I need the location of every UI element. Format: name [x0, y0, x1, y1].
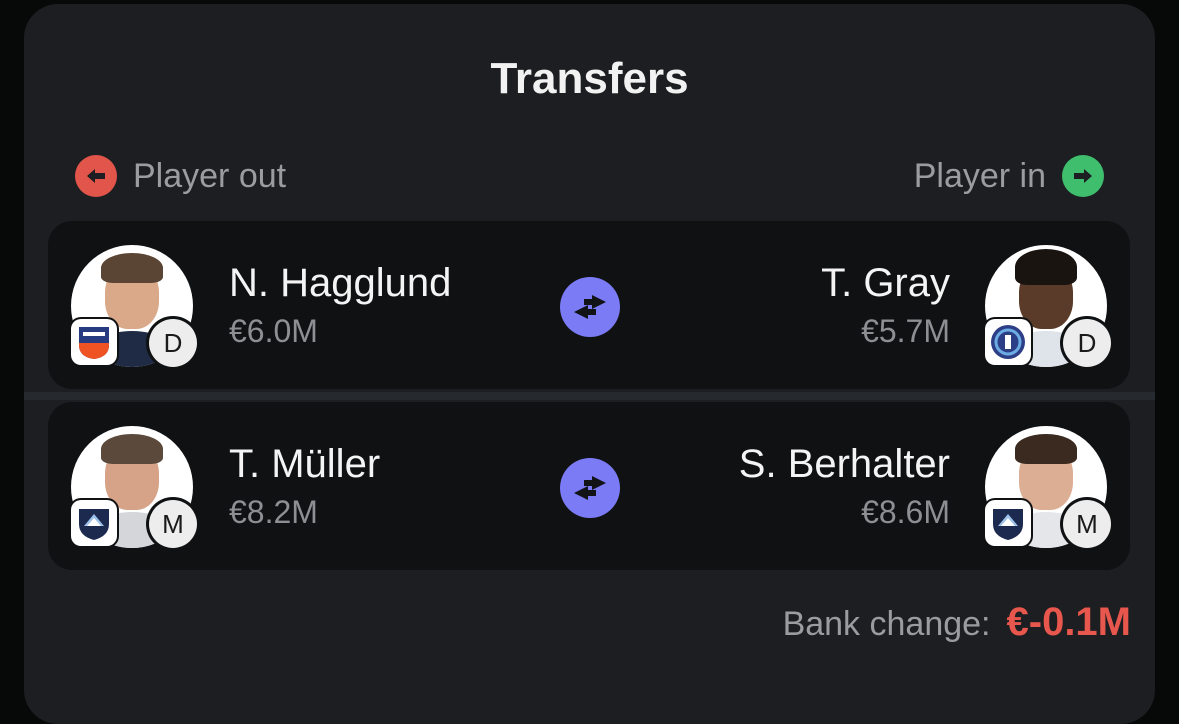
position-badge: D [1063, 319, 1111, 367]
transfers-panel: Transfers Player out Player in [24, 4, 1155, 724]
player-out-avatar[interactable]: D [71, 245, 197, 367]
whitecaps-crest-icon [71, 500, 117, 546]
player-in-name: T. Gray [821, 261, 950, 305]
player-out-name: T. Müller [229, 442, 381, 486]
player-in-avatar[interactable]: M [985, 426, 1111, 548]
player-out-price: €8.2M [229, 494, 318, 530]
arrow-right-icon [1062, 155, 1104, 197]
player-in-name: S. Berhalter [738, 442, 950, 486]
whitecaps-crest-icon [985, 500, 1031, 546]
transfer-row[interactable]: D N. Hagglund €6.0M T. Gray €5.7M [48, 221, 1130, 389]
player-in-header: Player in [914, 155, 1104, 197]
player-out-avatar[interactable]: M [71, 426, 197, 548]
player-out-price: €6.0M [229, 313, 318, 349]
nycfc-crest-icon [985, 319, 1031, 365]
fc-cincinnati-crest-icon [71, 319, 117, 365]
player-out-label: Player out [133, 156, 287, 195]
player-in-price: €8.6M [861, 494, 950, 530]
player-in-price: €5.7M [861, 313, 950, 349]
player-out-header: Player out [75, 155, 286, 197]
swap-button[interactable] [560, 277, 620, 337]
row-divider [24, 392, 1155, 400]
swap-arrows-icon [574, 476, 606, 500]
page-title: Transfers [490, 54, 689, 103]
transfer-row[interactable]: M T. Müller €8.2M S. Berhalter €8.6M [48, 402, 1130, 570]
player-in-label: Player in [913, 156, 1046, 195]
bank-change: Bank change: €-0.1M [783, 600, 1131, 645]
bank-change-value: €-0.1M [1006, 600, 1132, 644]
player-in-avatar[interactable]: D [985, 245, 1111, 367]
bank-change-label: Bank change: [782, 605, 991, 643]
position-badge: M [1063, 500, 1111, 548]
arrow-left-icon [75, 155, 117, 197]
position-badge: M [149, 500, 197, 548]
player-out-name: N. Hagglund [229, 261, 452, 305]
swap-button[interactable] [560, 458, 620, 518]
position-badge: D [149, 319, 197, 367]
swap-arrows-icon [574, 295, 606, 319]
